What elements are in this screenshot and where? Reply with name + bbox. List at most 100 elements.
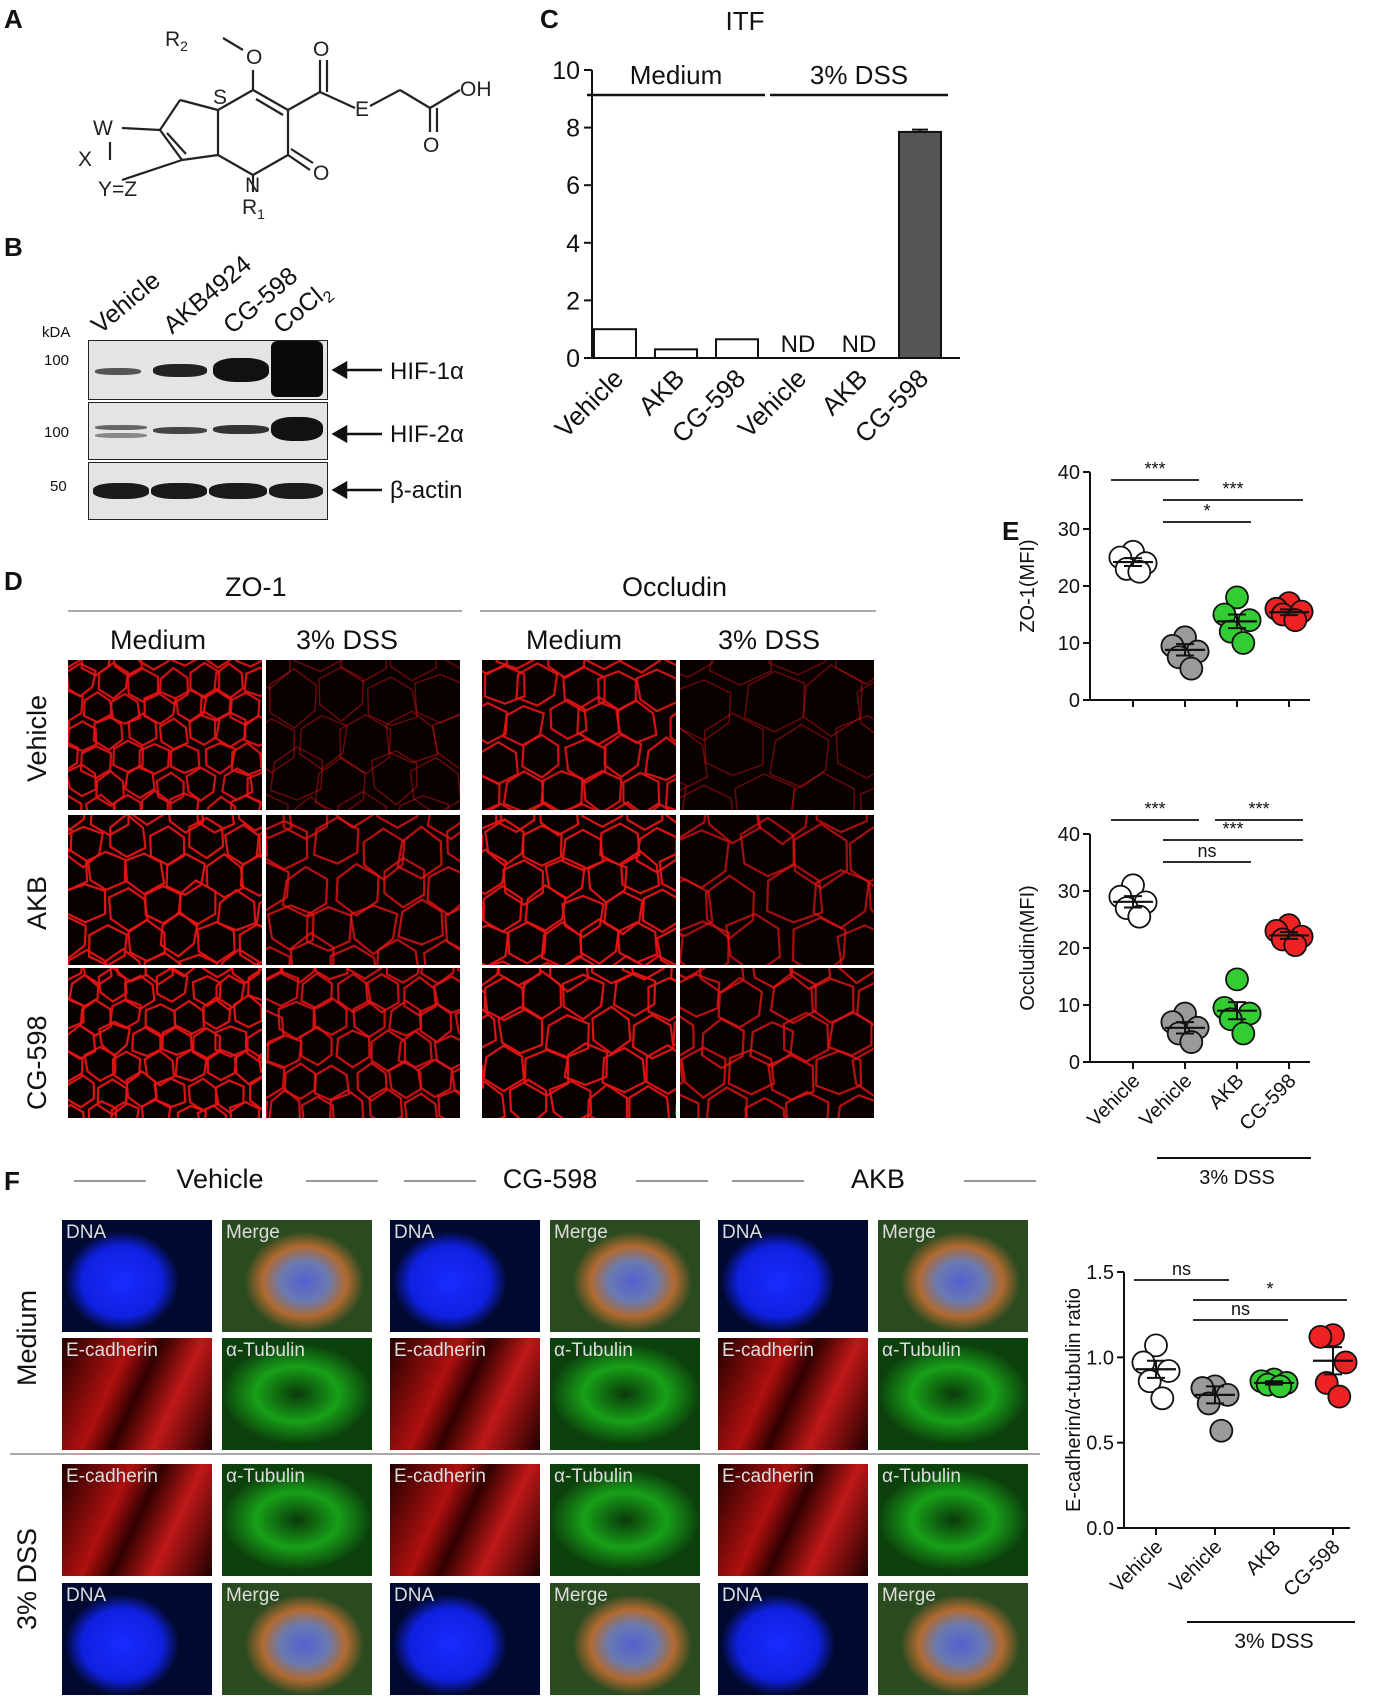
if-image-ecad-1-2: E-cadherin <box>718 1338 868 1450</box>
atom-o-ring: O <box>313 162 329 185</box>
y-tick-label-5: 10 <box>552 57 580 85</box>
group-label: 3% DSS <box>1199 1167 1275 1189</box>
panel-label-f: F <box>4 1166 20 1196</box>
sig-label-1: *** <box>1222 479 1243 499</box>
point-1-4 <box>1179 1030 1204 1054</box>
if-image-merge-3-1: Merge <box>550 1583 700 1695</box>
marker-100-a: 100 <box>44 352 70 369</box>
if-image-ecad-2-1: E-cadherin <box>390 1464 540 1576</box>
if-image-dna-3-1: DNA <box>390 1583 540 1695</box>
x-tick-label-1: Vehicle <box>1165 1536 1226 1597</box>
x-tick-label-0: Vehicle <box>1083 1070 1144 1131</box>
y-axis-label: ZO-1(MFI) <box>1017 539 1039 632</box>
if-image-tub-2-0: α-Tubulin <box>222 1464 372 1576</box>
blot-hif1a <box>88 340 328 400</box>
if-image-tub-1-2: α-Tubulin <box>878 1338 1028 1450</box>
if-image-label: DNA <box>394 1222 435 1243</box>
zo1-occludin-image-0-3 <box>680 660 874 810</box>
if-image-label: E-cadherin <box>394 1466 486 1487</box>
point-3-4 <box>1283 933 1308 958</box>
if-image-label: α-Tubulin <box>226 1340 305 1361</box>
point-1-4 <box>1179 656 1204 681</box>
y-tick-label-4: 40 <box>1058 462 1080 484</box>
if-image-dna-3-2: DNA <box>718 1583 868 1695</box>
panel-f-header-rule-right-1 <box>636 1180 708 1182</box>
point-0-4 <box>1150 1386 1175 1411</box>
y-tick-label-0: 0.0 <box>1086 1518 1114 1540</box>
if-image-dna-0-1: DNA <box>390 1220 540 1332</box>
y-tick-label-1: 10 <box>1058 633 1080 655</box>
point-2-0 <box>1225 585 1249 610</box>
panel-f-divider <box>10 1453 1040 1455</box>
atom-e: E <box>355 98 369 121</box>
panel-label-e: E <box>1002 516 1020 546</box>
zo1-occludin-image-1-1 <box>266 815 460 965</box>
sig-label-1: *** <box>1248 802 1269 819</box>
panel-d-sub-medium-1: Medium <box>110 625 207 655</box>
if-image-dna-0-0: DNA <box>62 1220 212 1332</box>
zo1-occludin-image-0-1 <box>266 660 460 810</box>
panel-label-d: D <box>4 566 23 596</box>
blot-arrows <box>331 360 382 500</box>
if-image-label: Merge <box>554 1585 608 1606</box>
target-hif1a: HIF-1α <box>390 358 464 385</box>
if-image-label: E-cadherin <box>66 1340 158 1361</box>
y-tick-label-0: 0 <box>1069 1052 1080 1074</box>
y-tick-label-2: 20 <box>1058 938 1080 960</box>
panel-d-header-occludin: Occludin <box>622 572 728 602</box>
x-tick-label-3: CG-598 <box>1279 1536 1344 1601</box>
if-image-label: α-Tubulin <box>554 1340 633 1361</box>
zo1-occludin-image-0-2 <box>482 660 676 810</box>
atom-r2: R2 <box>165 28 188 54</box>
point-2-4 <box>1268 1374 1293 1399</box>
if-image-merge-0-0: Merge <box>222 1220 372 1332</box>
if-image-label: Merge <box>226 1222 280 1243</box>
sig-label-0: *** <box>1144 802 1165 819</box>
atom-yz: Y=Z <box>98 178 137 201</box>
if-image-tub-1-1: α-Tubulin <box>550 1338 700 1450</box>
panel-f-header-rule-right-2 <box>964 1180 1036 1182</box>
chemical-structure: R2 O S W X Y=Z N R1 O O E OH O <box>78 28 490 220</box>
panel-f-row-dss: 3% DSS <box>12 1527 42 1630</box>
point-3-4 <box>1327 1384 1352 1409</box>
panel-d-header-zo1: ZO-1 <box>225 572 287 602</box>
y-tick-label-1: 10 <box>1058 995 1080 1017</box>
y-tick-label-2: 1.0 <box>1086 1347 1114 1369</box>
sig-label-2: ns <box>1231 1299 1250 1319</box>
group-label-1: 3% DSS <box>810 60 908 90</box>
bar-5 <box>898 130 942 359</box>
point-0-4 <box>1127 559 1152 584</box>
atom-r1: R1 <box>242 196 265 220</box>
atom-oh: OH <box>460 78 490 101</box>
zo1-occludin-image-2-1 <box>266 968 460 1118</box>
nd-label-3: ND <box>781 331 816 358</box>
panel-f-header-rule-left-0 <box>74 1180 146 1182</box>
atom-w: W <box>93 117 113 140</box>
x-tick-label-0: Vehicle <box>1106 1536 1167 1597</box>
if-image-dna-0-2: DNA <box>718 1220 868 1332</box>
chart-title: ITF <box>726 6 765 36</box>
zo1-occludin-image-1-3 <box>680 815 874 965</box>
x-tick-label-3: CG-598 <box>1235 1070 1300 1135</box>
if-image-label: Merge <box>554 1222 608 1243</box>
y-axis-label: Occludin(MFI) <box>1017 885 1039 1011</box>
y-tick-label-2: 20 <box>1058 576 1080 598</box>
if-image-label: Merge <box>882 1585 936 1606</box>
nd-label-4: ND <box>842 331 877 358</box>
point-3-1 <box>1308 1324 1333 1349</box>
y-tick-label-1: 2 <box>566 287 580 315</box>
if-image-label: α-Tubulin <box>226 1466 305 1487</box>
atom-x: X <box>78 148 92 171</box>
target-hif2a: HIF-2α <box>390 421 464 448</box>
if-image-label: E-cadherin <box>66 1466 158 1487</box>
sig-label-2: * <box>1203 501 1210 521</box>
if-image-merge-3-2: Merge <box>878 1583 1028 1695</box>
y-tick-label-0: 0 <box>566 345 580 373</box>
if-image-label: DNA <box>66 1222 107 1243</box>
if-image-label: E-cadherin <box>722 1466 814 1487</box>
atom-s: S <box>213 86 227 109</box>
panel-d-rule-zo1 <box>68 610 462 612</box>
if-image-tub-2-1: α-Tubulin <box>550 1464 700 1576</box>
